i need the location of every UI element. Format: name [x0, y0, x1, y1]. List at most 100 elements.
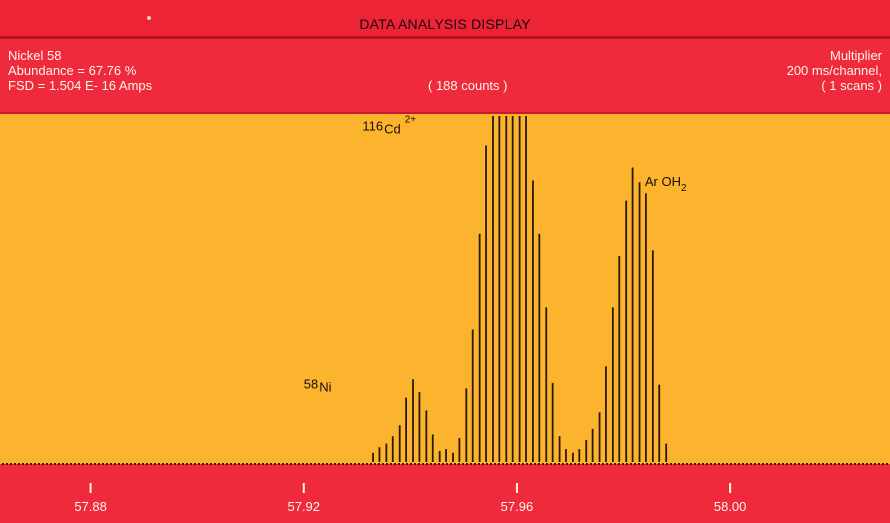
- baseline-dot: [622, 463, 624, 465]
- x-tick: [729, 483, 732, 493]
- spectrum-bar: [558, 436, 561, 462]
- baseline-dot: [474, 463, 476, 465]
- baseline-dot: [598, 463, 600, 465]
- baseline-dot: [410, 463, 412, 465]
- baseline-dot: [306, 463, 308, 465]
- baseline-dot: [810, 463, 812, 465]
- baseline-dot: [218, 463, 220, 465]
- baseline-dot: [662, 463, 664, 465]
- baseline-dot: [26, 463, 28, 465]
- baseline-dot: [342, 463, 344, 465]
- spectrum-bar: [478, 233, 481, 462]
- x-tick-label: 58.00: [714, 499, 747, 514]
- peak-annotation: 116Cd2+: [362, 115, 416, 137]
- baseline-dot: [318, 463, 320, 465]
- x-tick: [89, 483, 92, 493]
- baseline-dot: [2, 463, 4, 465]
- baseline-dot: [714, 463, 716, 465]
- baseline-dot: [258, 463, 260, 465]
- baseline-dot: [802, 463, 804, 465]
- baseline-dot: [530, 463, 532, 465]
- baseline-dot: [570, 463, 572, 465]
- baseline-dot: [150, 463, 152, 465]
- baseline-dot: [206, 463, 208, 465]
- spectrum-bar: [445, 449, 447, 462]
- indicator-dot-icon: [147, 16, 151, 20]
- spectrum-bar: [638, 182, 641, 462]
- baseline-dot: [774, 463, 776, 465]
- baseline-dot: [66, 463, 68, 465]
- baseline-dot: [582, 463, 584, 465]
- baseline-dot: [826, 463, 828, 465]
- baseline-dot: [738, 463, 740, 465]
- baseline-dot: [442, 463, 444, 465]
- baseline-dot: [386, 463, 388, 465]
- baseline-dot: [638, 463, 640, 465]
- spectrum-bar: [545, 307, 548, 462]
- baseline-dot: [858, 463, 860, 465]
- spectrum-bar: [438, 450, 441, 462]
- spectrum-bar: [538, 233, 541, 462]
- baseline-dot: [454, 463, 456, 465]
- baseline-dot: [710, 463, 712, 465]
- baseline-dot: [706, 463, 708, 465]
- spectrum-bar: [431, 434, 434, 462]
- baseline-dot: [314, 463, 316, 465]
- baseline-dot: [666, 463, 668, 465]
- baseline-dot: [378, 463, 380, 465]
- baseline-dot: [310, 463, 312, 465]
- spectrum-bar: [471, 329, 474, 462]
- x-tick-label: 57.88: [74, 499, 107, 514]
- baseline-dot: [110, 463, 112, 465]
- baseline-dot: [654, 463, 656, 465]
- baseline-dot: [138, 463, 140, 465]
- baseline-dot: [398, 463, 400, 465]
- baseline-dot: [406, 463, 408, 465]
- baseline-dot: [742, 463, 744, 465]
- baseline-dot: [794, 463, 796, 465]
- baseline-dot: [470, 463, 472, 465]
- baseline-dot: [46, 463, 48, 465]
- baseline-dot: [478, 463, 480, 465]
- baseline-dot: [762, 463, 764, 465]
- spectrum-bars: [372, 116, 668, 463]
- baseline-dot: [158, 463, 160, 465]
- baseline-dot: [522, 463, 524, 465]
- baseline-dot: [194, 463, 196, 465]
- spectrum-bar: [398, 425, 401, 462]
- baseline-dot: [42, 463, 44, 465]
- title-bar: DATA ANALYSIS DISPLAY: [0, 0, 890, 39]
- baseline-dot: [294, 463, 296, 465]
- baseline-dot: [250, 463, 252, 465]
- baseline-dot: [646, 463, 648, 465]
- baseline-dot: [806, 463, 808, 465]
- baseline-dot: [94, 463, 96, 465]
- baseline-dot: [266, 463, 268, 465]
- baseline-dot: [846, 463, 848, 465]
- baseline-dot: [414, 463, 416, 465]
- baseline-dot: [322, 463, 324, 465]
- baseline-dot: [430, 463, 432, 465]
- baseline-dot: [274, 463, 276, 465]
- baseline-dot: [850, 463, 852, 465]
- spectrum-bar: [525, 116, 527, 462]
- baseline-dot: [610, 463, 612, 465]
- baseline-dot: [374, 463, 376, 465]
- spectrum-bar: [651, 250, 654, 462]
- baseline-dot: [238, 463, 240, 465]
- baseline-dot: [874, 463, 876, 465]
- spectrum-bar: [611, 307, 614, 462]
- spectrum-bar: [645, 193, 647, 463]
- baseline-dot: [254, 463, 256, 465]
- baseline-dot: [686, 463, 688, 465]
- baseline-dot: [282, 463, 284, 465]
- baseline-dot: [462, 463, 464, 465]
- spectrum-bar: [605, 366, 607, 462]
- baseline-dot: [550, 463, 552, 465]
- baseline-dot: [262, 463, 264, 465]
- baseline-dot: [490, 463, 492, 465]
- baseline-dot: [214, 463, 216, 465]
- baseline-dot: [166, 463, 168, 465]
